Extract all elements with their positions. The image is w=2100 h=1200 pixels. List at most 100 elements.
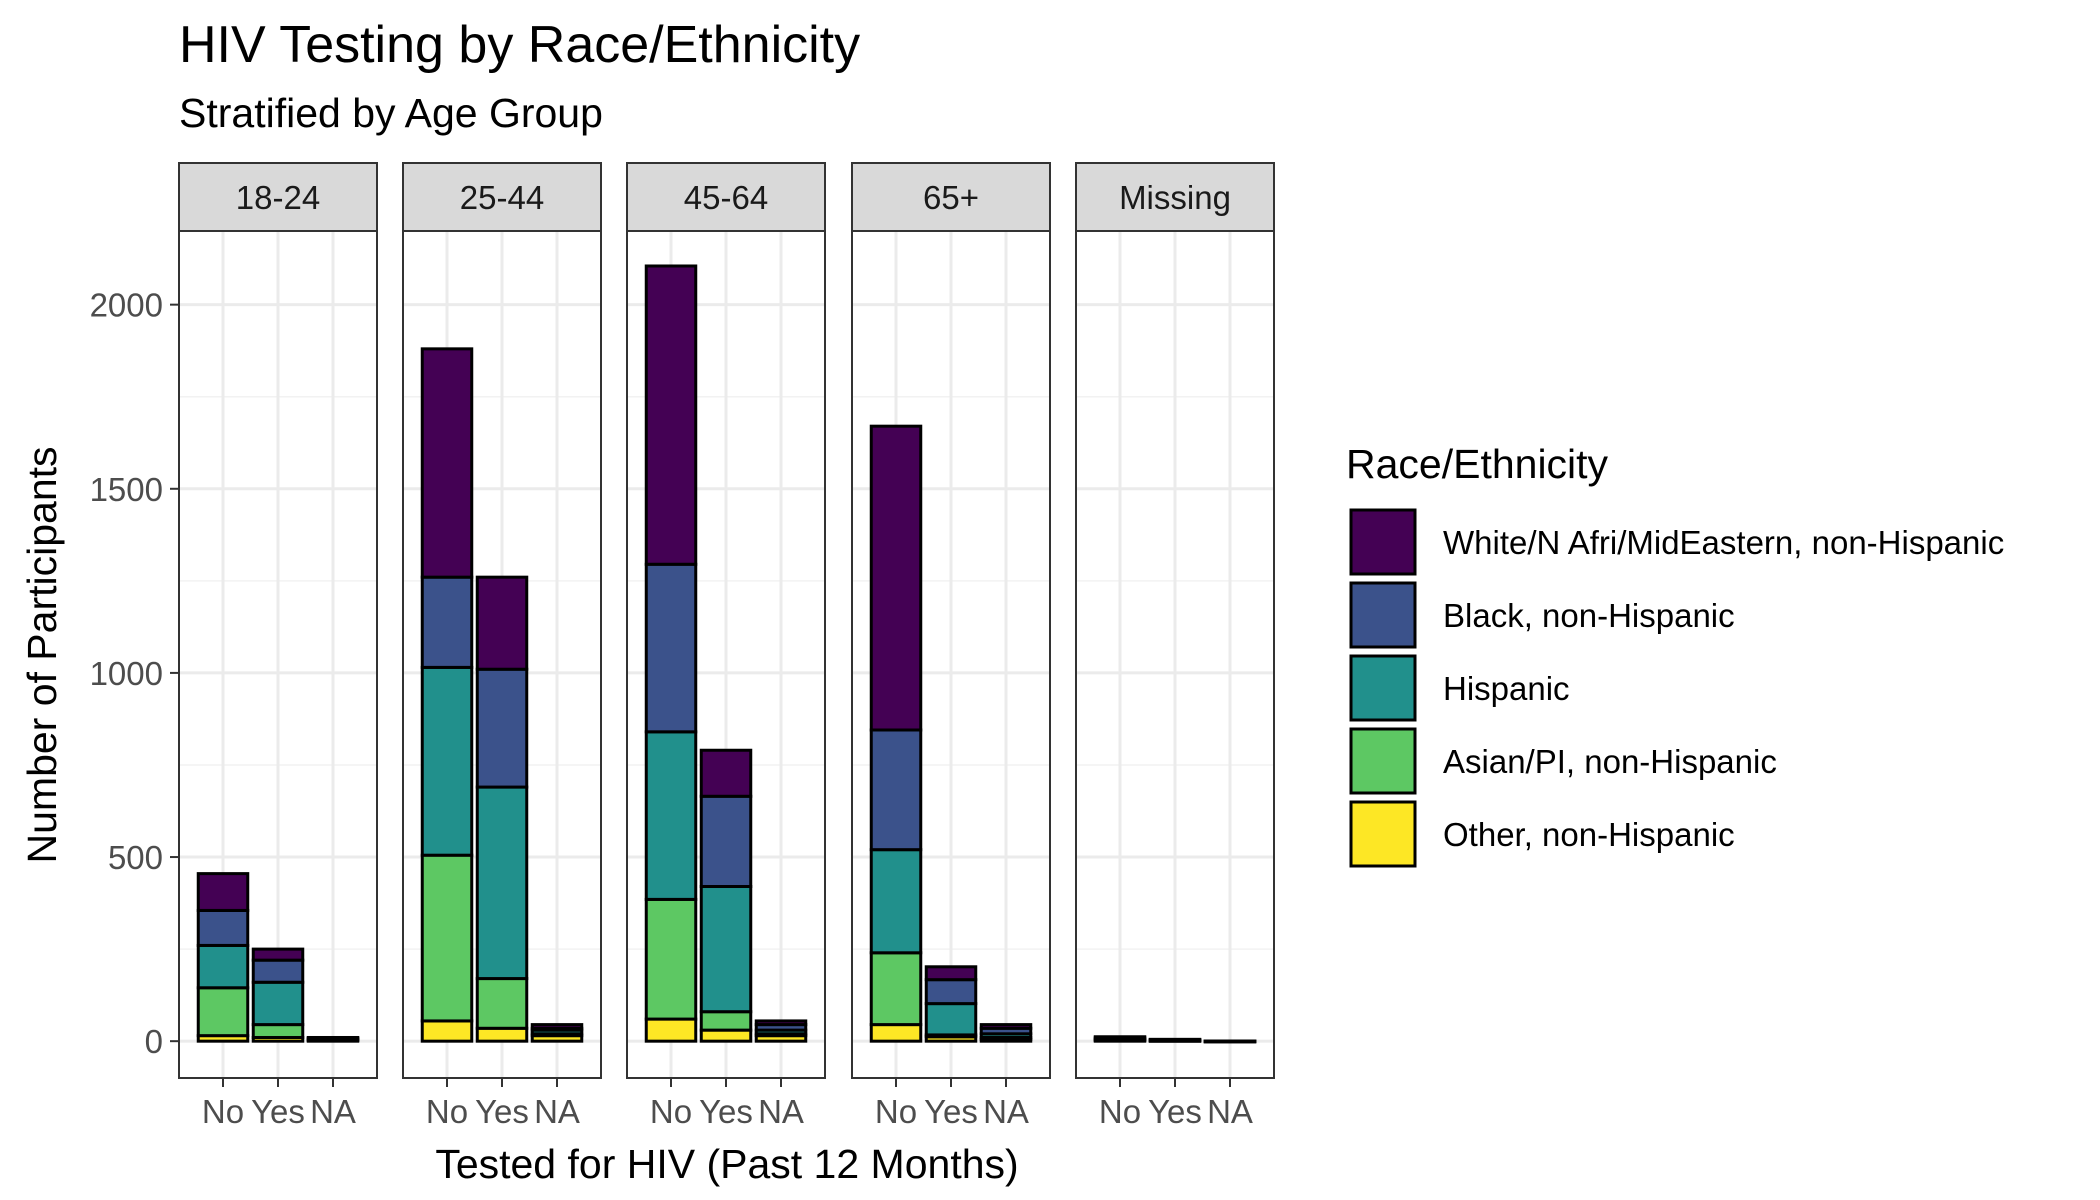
bar-segment-18-24-yes-white-n-afri-mideastern-non-hispanic — [251, 947, 305, 962]
legend-label: Black, non-Hispanic — [1443, 597, 1735, 634]
x-tick-label: No — [202, 1093, 244, 1130]
bar-segment-45-64-no-hispanic — [644, 730, 698, 901]
bar-segment-25-44-yes-white-n-afri-mideastern-non-hispanic — [475, 575, 529, 671]
bar-segment-18-24-no-black-non-hispanic — [196, 908, 250, 947]
x-tick-label: Yes — [1148, 1093, 1202, 1130]
legend-label: Other, non-Hispanic — [1443, 816, 1735, 853]
y-tick-label: 1000 — [90, 655, 163, 692]
x-tick-label: NA — [534, 1093, 580, 1130]
bar-segment-45-64-yes-asian-pi-non-hispanic — [699, 1010, 753, 1032]
legend-item-other-non-hispanic: Other, non-Hispanic — [1349, 800, 1735, 868]
bar-segment-45-64-yes-hispanic — [699, 885, 753, 1014]
facet-strip — [626, 162, 826, 232]
legend-title: Race/Ethnicity — [1346, 441, 1609, 487]
bar-segment-18-24-yes-hispanic — [251, 980, 305, 1027]
legend-item-black-non-hispanic: Black, non-Hispanic — [1349, 581, 1735, 649]
bar-segment-18-24-no-hispanic — [196, 943, 250, 990]
x-tick-label: NA — [983, 1093, 1029, 1130]
facet-panel-missing: Missing No Yes NA — [1075, 162, 1275, 1130]
legend-swatch — [1349, 581, 1417, 649]
legend-swatch — [1349, 654, 1417, 722]
bar-segment-missing-yes-white-n-afri-mideastern-non-hispanic — [1148, 1037, 1202, 1042]
y-tick-label: 500 — [108, 839, 163, 876]
x-tick-label: NA — [310, 1093, 356, 1130]
bar-segment-25-44-yes-black-non-hispanic — [475, 667, 529, 789]
legend-swatch — [1349, 508, 1417, 576]
x-tick-label: Yes — [924, 1093, 978, 1130]
facet-strip-label: Missing — [1119, 179, 1231, 216]
legend-label: White/N Afri/MidEastern, non-Hispanic — [1443, 524, 2004, 561]
y-tick-label: 1500 — [90, 471, 163, 508]
facet-strip-label: 45-64 — [684, 179, 768, 216]
bar-segment-18-24-yes-asian-pi-non-hispanic — [251, 1023, 305, 1039]
bar-segment-65-yes-white-n-afri-mideastern-non-hispanic — [924, 965, 978, 982]
y-axis: 0 500 1000 1500 2000 — [90, 287, 179, 1060]
bar-segment-18-24-na-white-n-afri-mideastern-non-hispanic — [306, 1035, 360, 1040]
legend-swatch — [1349, 727, 1417, 795]
bar-segment-65-no-hispanic — [869, 848, 923, 955]
facet-strip-label: 65+ — [923, 179, 979, 216]
bar-segment-45-64-yes-black-non-hispanic — [699, 794, 753, 889]
y-axis-title: Number of Participants — [19, 446, 65, 863]
facet-panel-18-24: 18-24 No Yes NA — [178, 162, 378, 1130]
x-tick-label: No — [426, 1093, 468, 1130]
legend-item-hispanic: Hispanic — [1349, 654, 1570, 722]
bar-segment-65-no-black-non-hispanic — [869, 728, 923, 852]
x-tick-label: NA — [758, 1093, 804, 1130]
bar-segment-45-64-yes-other-non-hispanic — [699, 1028, 753, 1043]
bar-segment-65-no-other-non-hispanic — [869, 1023, 923, 1043]
bar-segment-45-64-yes-white-n-afri-mideastern-non-hispanic — [699, 748, 753, 798]
y-tick-label: 2000 — [90, 287, 163, 324]
x-tick-label: Yes — [475, 1093, 529, 1130]
bar-segment-25-44-yes-other-non-hispanic — [475, 1026, 529, 1043]
legend-label: Asian/PI, non-Hispanic — [1443, 743, 1777, 780]
x-tick-label: NA — [1207, 1093, 1253, 1130]
bar-segment-18-24-no-white-n-afri-mideastern-non-hispanic — [196, 872, 250, 912]
x-tick-label: No — [1099, 1093, 1141, 1130]
bar-segment-25-44-no-black-non-hispanic — [420, 575, 474, 669]
bar-segment-18-24-no-asian-pi-non-hispanic — [196, 986, 250, 1038]
bar-segment-missing-no-white-n-afri-mideastern-non-hispanic — [1093, 1035, 1147, 1040]
bar-segment-45-64-no-asian-pi-non-hispanic — [644, 897, 698, 1021]
facet-panel-65: 65+ No Yes NA — [851, 162, 1051, 1130]
facet-strip-label: 18-24 — [236, 179, 320, 216]
bar-segment-25-44-no-white-n-afri-mideastern-non-hispanic — [420, 347, 474, 579]
x-tick-label: Yes — [699, 1093, 753, 1130]
bar-segment-25-44-yes-hispanic — [475, 785, 529, 981]
bar-segment-45-64-na-white-n-afri-mideastern-non-hispanic — [754, 1019, 808, 1027]
facet-panel-45-64: 45-64 No Yes NA — [626, 162, 826, 1130]
x-tick-label: No — [875, 1093, 917, 1130]
legend-swatch — [1349, 800, 1417, 868]
bar-segment-65-na-white-n-afri-mideastern-non-hispanic — [979, 1023, 1033, 1030]
chart-title: HIV Testing by Race/Ethnicity — [179, 16, 861, 74]
facet-strip — [402, 162, 602, 232]
facet-panel-25-44: 25-44 No Yes NA — [402, 162, 602, 1130]
x-tick-label: Yes — [251, 1093, 305, 1130]
chart-subtitle: Stratified by Age Group — [179, 90, 603, 136]
x-tick-label: No — [650, 1093, 692, 1130]
bar-segment-65-no-white-n-afri-mideastern-non-hispanic — [869, 424, 923, 732]
bar-segment-45-64-no-white-n-afri-mideastern-non-hispanic — [644, 264, 698, 566]
bar-segment-25-44-na-white-n-afri-mideastern-non-hispanic — [530, 1023, 584, 1030]
legend-item-white-n-afri-mideastern-non-hispanic: White/N Afri/MidEastern, non-Hispanic — [1349, 508, 2004, 576]
facet-strip — [178, 162, 378, 232]
x-axis-title: Tested for HIV (Past 12 Months) — [435, 1141, 1018, 1187]
bar-segment-18-24-yes-black-non-hispanic — [251, 958, 305, 984]
legend-item-asian-pi-non-hispanic: Asian/PI, non-Hispanic — [1349, 727, 1777, 795]
legend: Race/Ethnicity White/N Afri/MidEastern, … — [1346, 441, 2004, 868]
facet-strip — [851, 162, 1051, 232]
bar-segment-45-64-no-black-non-hispanic — [644, 562, 698, 734]
bar-segment-missing-na-white-n-afri-mideastern-non-hispanic — [1203, 1039, 1257, 1044]
bar-segment-25-44-no-hispanic — [420, 665, 474, 857]
bar-segment-65-yes-black-non-hispanic — [924, 978, 978, 1006]
bar-segment-25-44-yes-asian-pi-non-hispanic — [475, 977, 529, 1030]
bar-segment-25-44-no-asian-pi-non-hispanic — [420, 853, 474, 1023]
bar-segment-65-yes-hispanic — [924, 1002, 978, 1037]
bar-segment-25-44-no-other-non-hispanic — [420, 1019, 474, 1043]
facet-strip-label: 25-44 — [460, 179, 544, 216]
bar-segment-65-no-asian-pi-non-hispanic — [869, 951, 923, 1027]
facet-strip — [1075, 162, 1275, 232]
legend-label: Hispanic — [1443, 670, 1570, 707]
